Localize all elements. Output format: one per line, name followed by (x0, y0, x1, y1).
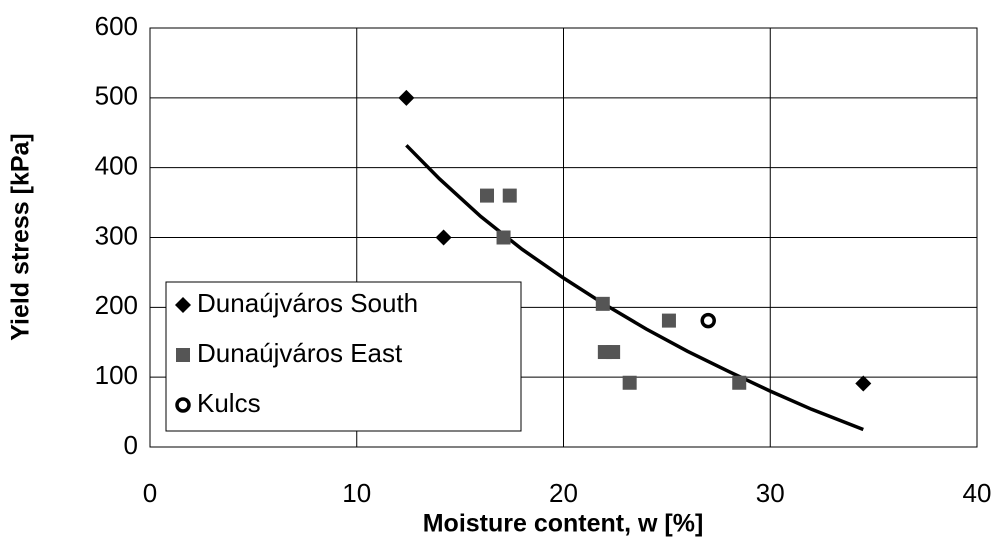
x-tick-label: 0 (143, 478, 157, 508)
y-tick-label: 400 (95, 151, 138, 181)
x-axis-label: Moisture content, w [%] (423, 510, 704, 538)
x-tick-label: 20 (549, 478, 578, 508)
y-tick-label: 500 (95, 81, 138, 111)
square-marker (480, 188, 495, 203)
y-axis-label: Yield stress [kPa] (7, 133, 35, 341)
y-tick-label: 200 (95, 290, 138, 320)
circle-marker (175, 397, 191, 413)
circle-marker (700, 312, 716, 329)
y-tick-label: 300 (95, 220, 138, 250)
square-marker (496, 230, 511, 245)
diamond-marker (855, 375, 872, 392)
plot-border (149, 27, 978, 448)
square-marker (595, 296, 610, 311)
legend-label: Dunaújváros South (197, 288, 418, 318)
square-marker (606, 345, 621, 360)
square-marker (622, 375, 637, 390)
legend-label: Kulcs (197, 388, 261, 418)
diamond-marker (175, 297, 191, 313)
square-marker (502, 188, 517, 203)
square-marker (732, 375, 747, 390)
square-marker (661, 313, 676, 328)
legend: Dunaújváros South Dunaújváros East Kulcs (165, 281, 522, 432)
square-marker (176, 348, 190, 362)
y-tick-label: 600 (95, 11, 138, 41)
trend-line (405, 144, 864, 432)
x-tick-label: 30 (756, 478, 785, 508)
y-tick-label: 0 (124, 430, 138, 460)
x-tick-label: 10 (342, 478, 371, 508)
diamond-marker (435, 229, 452, 246)
diamond-marker (398, 89, 415, 106)
x-tick-label: 40 (963, 478, 992, 508)
legend-box (165, 281, 522, 432)
legend-label: Dunaújváros East (197, 338, 403, 368)
y-tick-label: 100 (95, 360, 138, 390)
